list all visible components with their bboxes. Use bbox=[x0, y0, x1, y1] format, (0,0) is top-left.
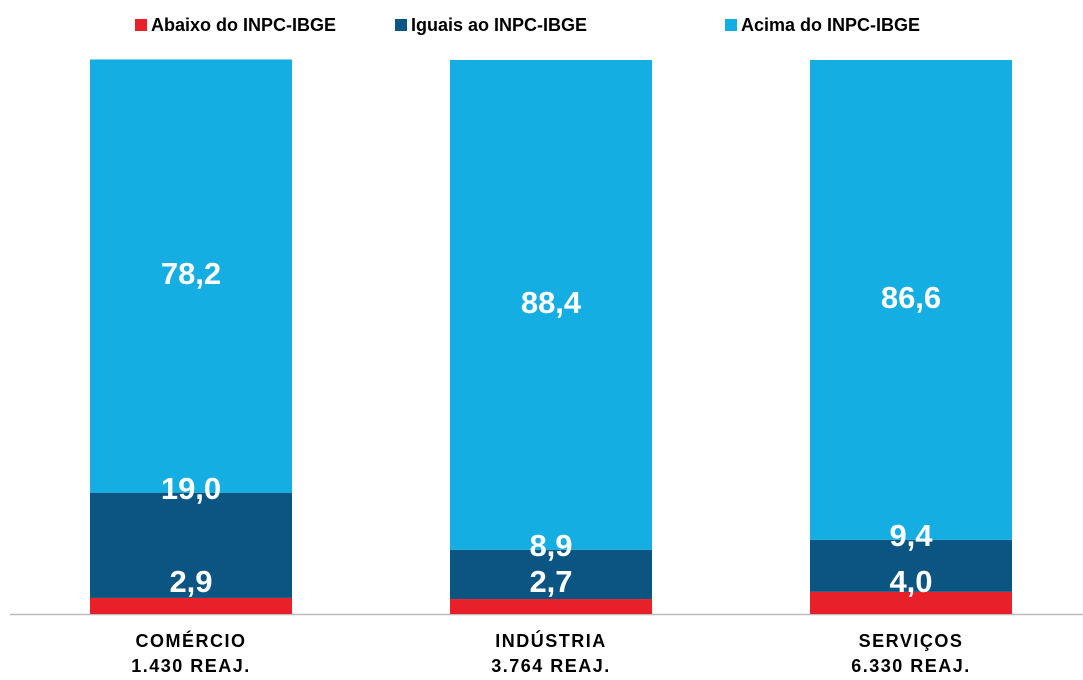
x-tick-label: COMÉRCIO bbox=[136, 630, 247, 651]
legend-swatch bbox=[725, 19, 737, 31]
data-label: 78,2 bbox=[161, 256, 221, 291]
bar-segment bbox=[450, 60, 652, 550]
bar-segment bbox=[90, 492, 292, 598]
data-label: 88,4 bbox=[521, 285, 582, 320]
bar-segment bbox=[90, 597, 292, 614]
legend-swatch bbox=[135, 19, 147, 31]
data-label: 4,0 bbox=[889, 564, 932, 599]
legend-swatch bbox=[395, 19, 407, 31]
data-label: 86,6 bbox=[881, 280, 941, 315]
x-tick-label: SERVIÇOS bbox=[859, 631, 964, 651]
x-tick-label: 3.764 REAJ. bbox=[491, 656, 611, 676]
bar-segment bbox=[810, 591, 1012, 614]
legend-label: Acima do INPC-IBGE bbox=[741, 15, 920, 35]
bar-segment bbox=[450, 599, 652, 614]
data-label: 2,9 bbox=[169, 564, 212, 599]
x-tick-label: INDÚSTRIA bbox=[495, 630, 607, 651]
bar-segment bbox=[90, 59, 292, 493]
data-label: 8,9 bbox=[529, 528, 572, 563]
x-tick-label: 1.430 REAJ. bbox=[131, 656, 251, 676]
data-label: 2,7 bbox=[529, 564, 572, 599]
bar-segment bbox=[810, 539, 1012, 592]
legend-label: Iguais ao INPC-IBGE bbox=[411, 15, 587, 35]
data-label: 9,4 bbox=[889, 518, 933, 553]
data-label: 19,0 bbox=[161, 471, 221, 506]
x-tick-label: 6.330 REAJ. bbox=[851, 656, 971, 676]
legend-label: Abaixo do INPC-IBGE bbox=[151, 15, 336, 35]
bar-segment bbox=[810, 60, 1012, 540]
bar-segment bbox=[450, 549, 652, 600]
